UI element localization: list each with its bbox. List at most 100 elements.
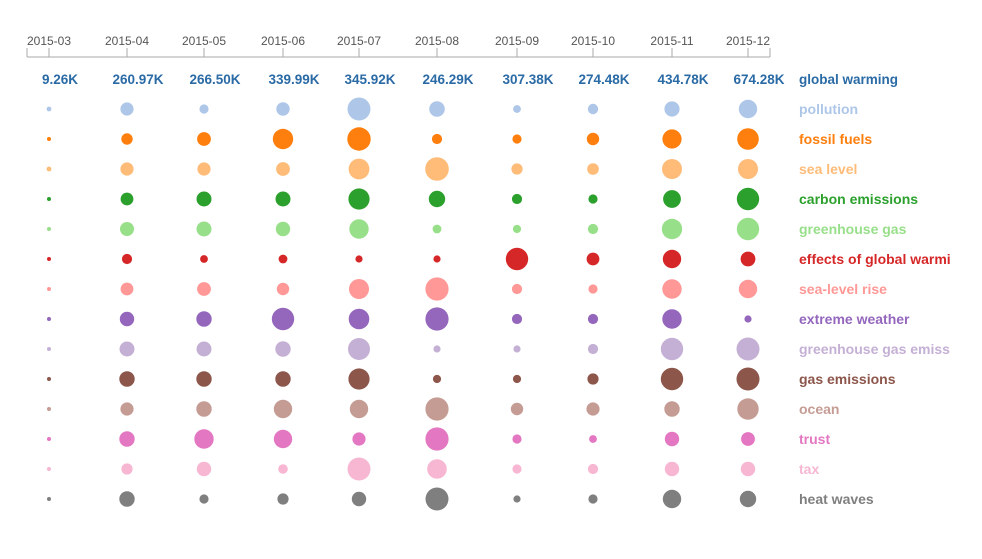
- bubble-point: [348, 158, 370, 180]
- bubble-point: [273, 399, 293, 419]
- bubble-point: [47, 497, 51, 501]
- bubble-point: [199, 494, 209, 504]
- bubble-point: [739, 490, 757, 508]
- bubble-point: [351, 491, 367, 507]
- series-row: effects of global warming: [47, 247, 968, 271]
- bubble-point: [511, 163, 523, 175]
- bubble-point: [275, 221, 291, 237]
- bubble-point: [47, 347, 51, 351]
- total-value-label: 266.50K: [189, 72, 240, 87]
- bubble-point: [736, 367, 760, 391]
- bubble-point: [278, 254, 288, 264]
- bubble-point: [46, 106, 52, 112]
- series-label: pollution: [799, 101, 858, 117]
- bubble-point: [275, 371, 291, 387]
- bubble-point: [275, 341, 291, 357]
- total-value-label: 274.48K: [578, 72, 629, 87]
- series-row: pollution: [46, 97, 858, 121]
- bubble-point: [46, 166, 52, 172]
- bubble-point: [511, 193, 523, 205]
- bubble-point: [47, 227, 51, 231]
- bubble-point: [196, 311, 212, 327]
- bubble-point: [588, 494, 598, 504]
- bubble-point: [664, 431, 680, 447]
- bubble-point: [47, 467, 51, 471]
- bubble-point: [197, 282, 211, 296]
- bubble-point: [121, 463, 133, 475]
- totals-row: 9.26K 260.97K 266.50K 339.99K 345.92K 246.29K…: [42, 72, 898, 87]
- bubble-point: [740, 461, 756, 477]
- bubble-point: [744, 315, 752, 323]
- series-label: sea level: [799, 161, 857, 177]
- total-value-label: 434.78K: [657, 72, 708, 87]
- bubble-point: [740, 251, 756, 267]
- series-row: greenhouse gas emissions: [47, 337, 979, 361]
- bubble-point: [349, 279, 369, 299]
- bubble-point: [276, 102, 290, 116]
- series-rows: pollution fossil fuels sea level carbon emi…: [46, 97, 979, 511]
- bubble-point: [513, 495, 521, 503]
- bubble-point: [196, 371, 212, 387]
- bubble-point: [349, 399, 369, 419]
- bubble-point: [425, 397, 449, 421]
- bubble-point: [272, 128, 294, 150]
- series-row: fossil fuels: [47, 127, 872, 151]
- series-row: sea level: [46, 157, 857, 181]
- bubble-point: [119, 311, 135, 327]
- bubble-point: [736, 337, 760, 361]
- x-tick-label: 2015-03: [27, 34, 71, 48]
- bubble-point: [276, 282, 290, 296]
- series-label: greenhouse gas: [799, 221, 907, 237]
- bubble-point: [352, 432, 366, 446]
- x-tick-label: 2015-08: [415, 34, 459, 48]
- bubble-point: [119, 431, 135, 447]
- bubble-point: [425, 427, 449, 451]
- x-tick-label: 2015-09: [495, 34, 539, 48]
- bubble-point: [587, 223, 599, 235]
- bubble-point: [588, 284, 598, 294]
- bubble-point: [347, 127, 371, 151]
- bubble-point: [586, 252, 600, 266]
- series-label: gas emissions: [799, 371, 896, 387]
- bubble-point: [662, 249, 682, 269]
- bubble-point: [119, 341, 135, 357]
- series-label: fossil fuels: [799, 131, 872, 147]
- bubble-point: [512, 134, 522, 144]
- bubble-point: [587, 373, 599, 385]
- bubble-point: [738, 279, 758, 299]
- bubble-point: [427, 459, 447, 479]
- series-label: greenhouse gas emissions: [799, 341, 979, 357]
- bubble-point: [47, 317, 51, 321]
- bubble-point: [431, 133, 443, 145]
- bubble-point: [347, 97, 371, 121]
- bubble-point: [662, 159, 682, 179]
- x-tick-label: 2015-05: [182, 34, 226, 48]
- bubble-point: [355, 255, 363, 263]
- bubble-point: [194, 429, 214, 449]
- bubble-point: [197, 132, 211, 146]
- bubble-point: [121, 133, 133, 145]
- bubble-point: [512, 464, 522, 474]
- bubble-point: [199, 104, 209, 114]
- bubble-point: [587, 313, 599, 325]
- bubble-point: [433, 255, 441, 263]
- series-label: extreme weather: [799, 311, 910, 327]
- bubble-point: [737, 398, 759, 420]
- series-row: trust: [47, 427, 830, 451]
- x-tick-label: 2015-11: [650, 34, 693, 48]
- bubble-point: [662, 129, 682, 149]
- bubble-point: [273, 429, 293, 449]
- series-row: ocean: [47, 397, 839, 421]
- series-label: effects of global warming: [799, 251, 968, 267]
- total-value-label: 345.92K: [344, 72, 395, 87]
- bubble-point: [432, 224, 442, 234]
- bubble-point: [738, 159, 758, 179]
- bubble-point: [433, 345, 441, 353]
- series-label: tax: [799, 461, 819, 477]
- series-label: sea-level rise: [799, 281, 887, 297]
- bubble-point: [738, 99, 758, 119]
- bubble-point: [512, 224, 522, 234]
- bubble-point: [587, 463, 599, 475]
- series-row: carbon emissions: [47, 187, 918, 211]
